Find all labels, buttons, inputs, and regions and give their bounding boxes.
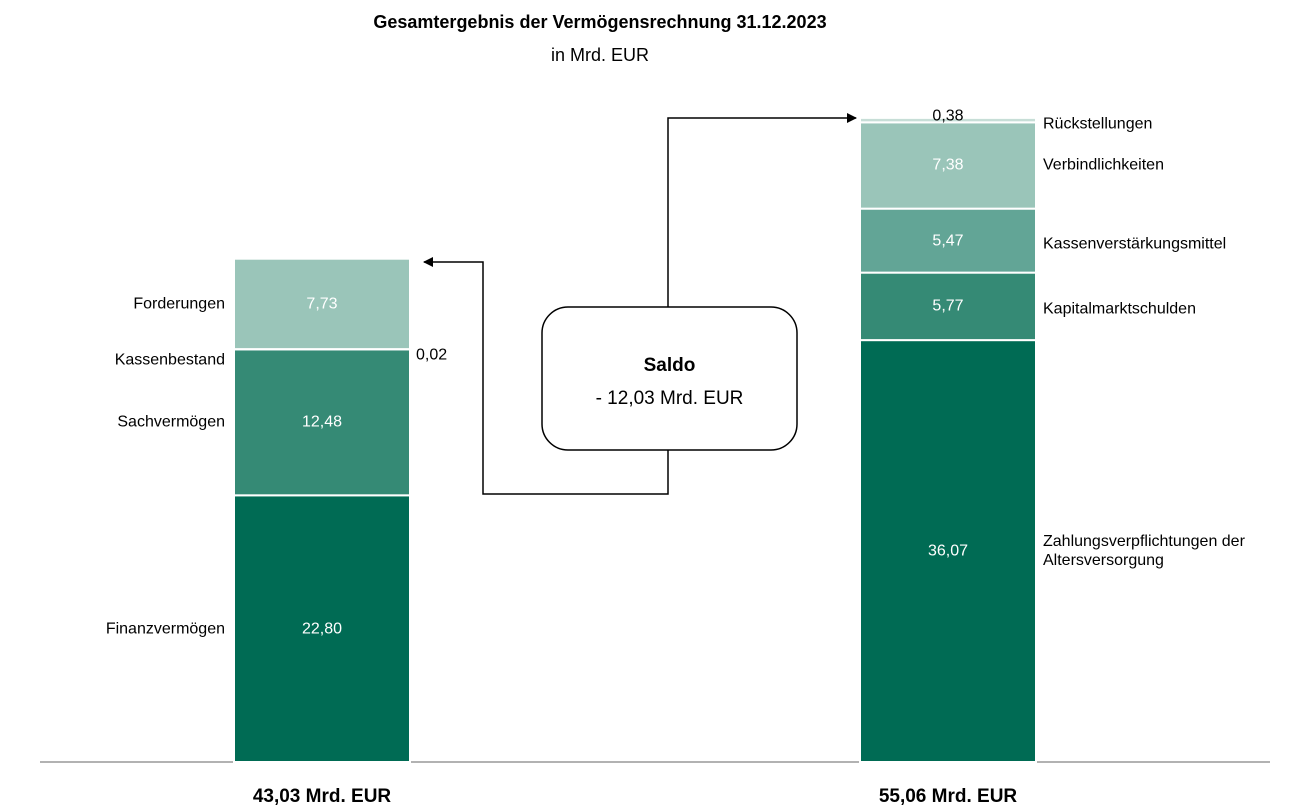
chart-title: Gesamtergebnis der Vermögensrechnung 31.… — [373, 12, 827, 32]
value-label: 7,38 — [932, 156, 964, 174]
segment-name: Forderungen — [133, 295, 225, 313]
segment-name: Finanzvermögen — [105, 620, 225, 638]
bar-segment — [233, 257, 411, 351]
saldo-box — [541, 306, 798, 451]
bar-segment — [859, 121, 1037, 210]
segment-name: Sachvermögen — [117, 413, 225, 431]
segment-name: Kapitalmarktschulden — [1043, 300, 1196, 318]
bar-segment — [233, 348, 411, 497]
total-label: 43,03 Mrd. EUR — [252, 786, 392, 807]
value-label: 12,48 — [301, 413, 343, 431]
bar-segment — [859, 116, 1037, 124]
value-label: 0,02 — [416, 346, 448, 364]
segment-name: Kassenbestand — [114, 351, 225, 369]
value-label: 7,73 — [306, 295, 338, 313]
chart-subtitle: in Mrd. EUR — [550, 45, 649, 65]
value-label: 5,77 — [932, 297, 964, 315]
annotation-title: Saldo — [643, 355, 696, 376]
bar-segment — [233, 494, 411, 763]
value-label: 22,80 — [301, 620, 343, 638]
value-label: 5,47 — [932, 232, 964, 250]
value-label: 0,38 — [932, 107, 964, 125]
arrow — [423, 257, 669, 495]
arrow — [667, 113, 857, 307]
annotation-text: - 12,03 Mrd. EUR — [595, 388, 744, 409]
total-label: 55,06 Mrd. EUR — [878, 786, 1018, 807]
segment-name: Rückstellungen — [1043, 115, 1153, 133]
segment-name: Zahlungsverpflichtungen der Altersversor… — [1043, 533, 1245, 570]
value-label: 36,07 — [927, 542, 969, 560]
segment-name: Verbindlichkeiten — [1043, 156, 1164, 174]
segment-name: Kassenverstärkungsmittel — [1043, 235, 1227, 253]
bar-segment — [859, 207, 1037, 274]
